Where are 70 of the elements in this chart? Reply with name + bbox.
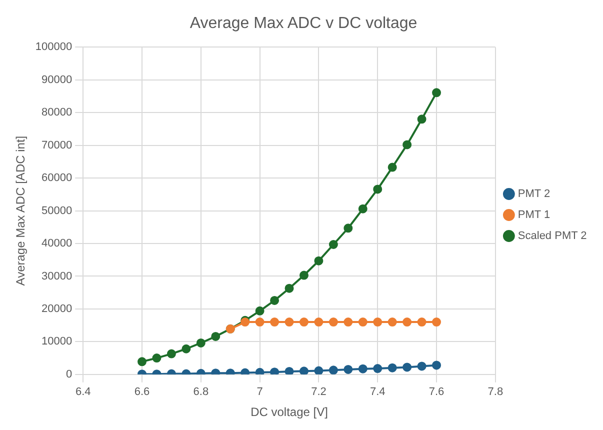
point (284, 366, 294, 374)
point (373, 318, 382, 327)
point (255, 318, 264, 327)
legend-label: PMT 2 (518, 188, 550, 200)
point (432, 360, 442, 370)
x-tick-label: 7.6 (428, 386, 444, 398)
point (388, 162, 397, 172)
y-tick-label: 90000 (42, 74, 72, 86)
point (402, 318, 412, 327)
point (417, 362, 426, 371)
point (373, 364, 382, 374)
chart-title: Average Max ADC v DC voltage (190, 15, 418, 32)
y-tick-label: 100000 (35, 41, 72, 54)
y-tick-label: 0 (66, 368, 72, 380)
point (417, 318, 426, 327)
x-tick-label: 6.6 (134, 386, 150, 398)
point (388, 363, 397, 372)
y-axis-title: Average Max ADC [ADC int] (14, 136, 28, 286)
point (166, 349, 176, 358)
point (270, 296, 280, 305)
point (328, 318, 338, 327)
point (402, 140, 412, 150)
y-tick-label: 80000 (42, 106, 72, 119)
y-tick-label: 10000 (42, 336, 72, 348)
point (314, 318, 324, 327)
y-tick-label: 70000 (42, 139, 72, 152)
x-axis-title: DC voltage [V] (250, 405, 328, 420)
point (196, 338, 206, 348)
x-tick-label: 7.2 (311, 386, 326, 398)
point (373, 184, 382, 194)
point (138, 357, 147, 366)
point (299, 318, 308, 327)
point (299, 366, 308, 374)
y-tick-label: 60000 (42, 172, 72, 184)
point (314, 256, 324, 266)
point (270, 368, 280, 374)
point (211, 332, 220, 341)
point (152, 354, 162, 363)
point (255, 306, 264, 316)
point (182, 344, 191, 354)
point (358, 204, 368, 214)
x-tick-label: 6.4 (75, 386, 91, 398)
point (402, 362, 412, 372)
point (284, 318, 294, 327)
x-tick-label: 6.8 (193, 386, 209, 398)
y-tick-label: 30000 (42, 270, 72, 282)
point (328, 366, 338, 374)
point (299, 270, 308, 280)
point (388, 318, 397, 327)
legend-label: Scaled PMT 2 (518, 230, 587, 242)
point (270, 318, 280, 327)
point (314, 366, 324, 374)
point (344, 318, 353, 327)
point (284, 284, 294, 293)
y-tick-label: 40000 (42, 238, 72, 250)
x-tick-label: 7.8 (488, 386, 504, 398)
y-tick-label: 50000 (42, 204, 72, 217)
point (432, 88, 442, 98)
x-tick-label: 7 (256, 386, 263, 398)
point (358, 364, 368, 374)
x-tick-label: 7.4 (370, 386, 386, 398)
point (344, 224, 353, 233)
point (417, 114, 426, 124)
point (328, 240, 338, 249)
point (432, 318, 442, 327)
point (344, 364, 353, 374)
y-tick-label: 20000 (42, 302, 72, 315)
point (255, 368, 264, 374)
legend-label: PMT 1 (518, 209, 550, 222)
point (358, 318, 368, 327)
